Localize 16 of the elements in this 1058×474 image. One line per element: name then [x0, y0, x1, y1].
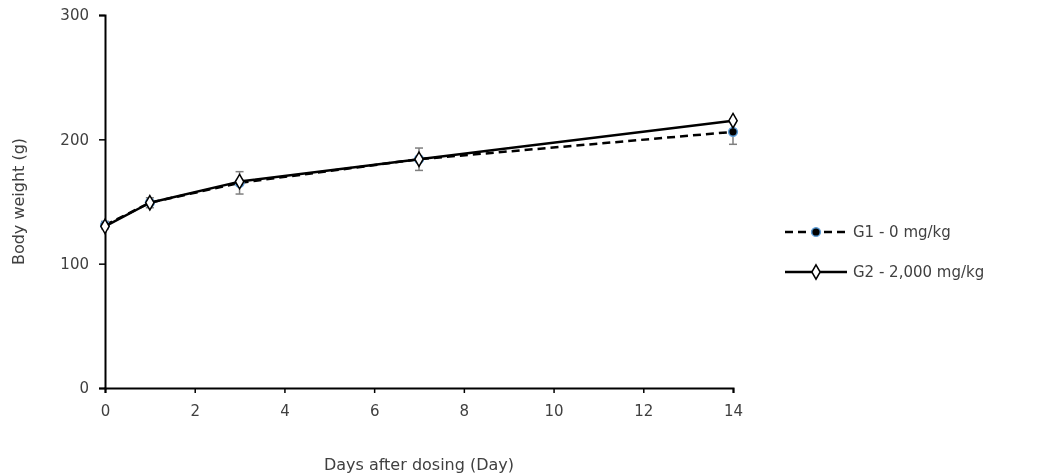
y-tick-label: 300: [60, 6, 89, 25]
x-tick-label: 8: [459, 401, 470, 420]
legend-label: G1 - 0 mg/kg: [853, 223, 951, 241]
x-tick-label: 6: [369, 401, 380, 420]
y-tick-label: 100: [60, 254, 89, 273]
x-tick-label: 12: [634, 401, 654, 420]
x-axis-title: Days after dosing (Day): [323, 455, 515, 474]
x-tick-label: 14: [723, 401, 744, 420]
y-tick-label: 200: [60, 130, 89, 149]
y-axis-title: Body weight (g): [9, 137, 28, 266]
x-tick-label: 10: [544, 401, 564, 420]
x-tick-label: 0: [100, 401, 111, 420]
x-tick-label: 2: [190, 401, 200, 420]
x-tick-label: 4: [280, 401, 290, 420]
legend-label: G2 - 2,000 mg/kg: [853, 263, 985, 281]
y-tick-label: 0: [79, 379, 89, 398]
